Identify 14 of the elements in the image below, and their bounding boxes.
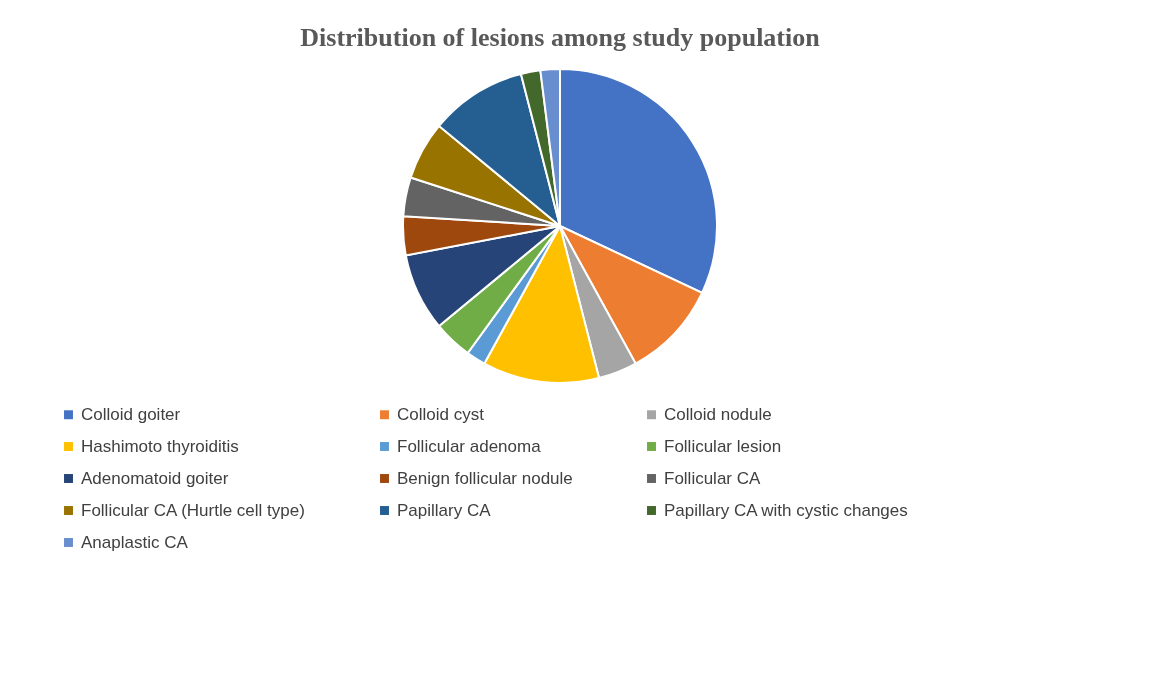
legend-label: Follicular CA <box>664 468 762 488</box>
chart-title: Distribution of lesions among study population <box>300 23 821 52</box>
legend-label: Follicular adenoma <box>397 436 542 456</box>
legend-label: Benign follicular nodule <box>397 468 573 488</box>
legend-label: Papillary CA <box>397 500 492 520</box>
legend-label: Colloid nodule <box>664 404 772 424</box>
legend-label: Follicular lesion <box>664 436 782 456</box>
legend-label: Hashimoto thyroiditis <box>81 436 239 456</box>
legend-label: Adenomatoid goiter <box>81 468 229 488</box>
legend-label: Anaplastic CA <box>81 532 189 552</box>
legend-label: Colloid goiter <box>81 404 181 424</box>
legend-label: Follicular CA (Hurtle cell type) <box>81 500 305 520</box>
legend-label: Papillary CA with cystic changes <box>664 500 908 520</box>
legend-label: Colloid cyst <box>397 404 485 424</box>
